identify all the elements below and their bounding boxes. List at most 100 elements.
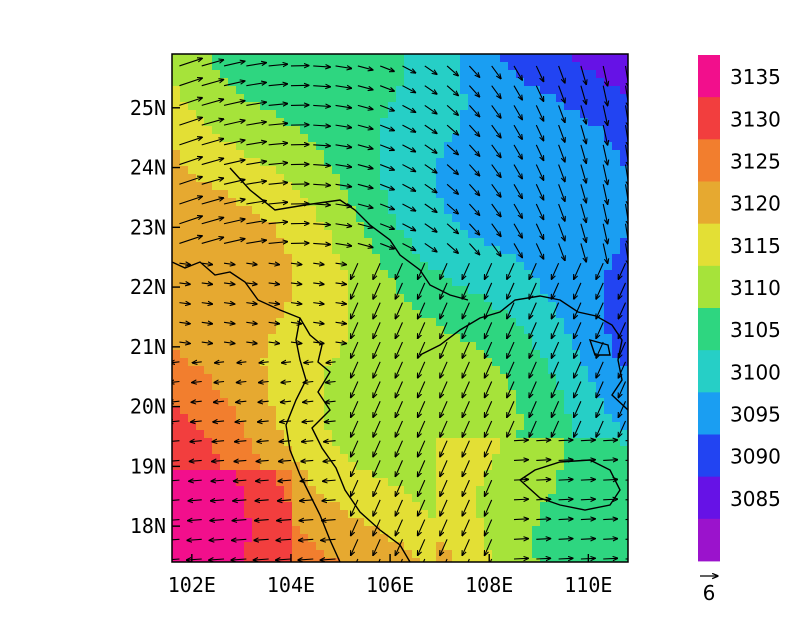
wind-vector bbox=[172, 441, 180, 442]
field-cell bbox=[460, 326, 469, 335]
field-cell bbox=[348, 462, 357, 471]
wind-vector bbox=[462, 499, 470, 516]
field-cell bbox=[236, 70, 245, 79]
wind-vector bbox=[484, 499, 493, 516]
field-cell bbox=[556, 342, 565, 351]
wind-vector bbox=[558, 460, 573, 461]
wind-vector bbox=[357, 183, 373, 188]
field-cell bbox=[364, 206, 373, 215]
field-cell bbox=[340, 118, 349, 127]
field-cell bbox=[364, 318, 373, 327]
field-cell bbox=[428, 78, 437, 87]
wind-vector bbox=[536, 558, 550, 559]
field-cell bbox=[244, 134, 253, 143]
field-cell bbox=[412, 430, 421, 439]
field-cell bbox=[316, 462, 325, 471]
wind-vector bbox=[254, 520, 269, 521]
field-cell bbox=[404, 262, 413, 271]
wind-vector bbox=[468, 183, 479, 195]
wind-vector bbox=[351, 479, 359, 496]
field-cell bbox=[236, 438, 245, 447]
field-cell bbox=[292, 270, 301, 279]
field-cell bbox=[340, 54, 349, 63]
field-cell bbox=[468, 478, 477, 487]
field-cell bbox=[548, 390, 557, 399]
field-cell bbox=[540, 110, 549, 119]
field-cell bbox=[548, 190, 557, 199]
field-cell bbox=[444, 390, 453, 399]
field-cell bbox=[604, 438, 613, 447]
field-cell bbox=[396, 286, 405, 295]
wind-vector bbox=[402, 124, 415, 132]
field-cell bbox=[228, 326, 237, 335]
field-cell bbox=[572, 462, 581, 471]
field-cell bbox=[260, 150, 269, 159]
wind-vector bbox=[268, 104, 288, 106]
field-cell bbox=[540, 102, 549, 111]
field-cell bbox=[412, 414, 421, 423]
field-cell bbox=[468, 542, 477, 551]
field-cell bbox=[428, 254, 437, 263]
field-cell bbox=[348, 526, 357, 535]
field-cell bbox=[220, 230, 229, 239]
field-cell bbox=[500, 150, 509, 159]
field-cell bbox=[356, 126, 365, 135]
field-cell bbox=[508, 318, 517, 327]
field-cell bbox=[284, 94, 293, 103]
field-cell bbox=[476, 534, 485, 543]
field-cell bbox=[564, 110, 573, 119]
wind-vector bbox=[529, 302, 537, 319]
field-cell bbox=[476, 462, 485, 471]
field-cell bbox=[556, 542, 565, 551]
field-cell bbox=[532, 558, 541, 562]
field-cell bbox=[516, 454, 525, 463]
field-cell bbox=[604, 262, 613, 271]
field-cell bbox=[492, 238, 501, 247]
field-cell bbox=[196, 534, 205, 543]
field-cell bbox=[492, 518, 501, 527]
field-cell bbox=[468, 494, 477, 503]
field-cell bbox=[556, 558, 565, 562]
field-cell bbox=[308, 286, 317, 295]
field-cell bbox=[260, 262, 269, 271]
field-cell bbox=[180, 446, 189, 455]
field-cell bbox=[244, 438, 253, 447]
field-cell bbox=[284, 470, 293, 479]
field-cell bbox=[452, 198, 461, 207]
field-cell bbox=[548, 398, 557, 407]
field-cell bbox=[428, 134, 437, 143]
field-cell bbox=[396, 102, 405, 111]
field-cell bbox=[572, 302, 581, 311]
field-cell bbox=[268, 286, 277, 295]
field-cell bbox=[532, 430, 541, 439]
field-cell bbox=[332, 518, 341, 527]
field-cell bbox=[596, 526, 605, 535]
wind-vector bbox=[253, 559, 269, 560]
wind-vector bbox=[304, 362, 314, 363]
field-cell bbox=[340, 254, 349, 263]
field-cell bbox=[436, 206, 445, 215]
field-cell bbox=[188, 70, 197, 79]
field-cell bbox=[452, 398, 461, 407]
field-cell bbox=[620, 190, 628, 199]
field-cell bbox=[420, 542, 429, 551]
field-cell bbox=[484, 526, 493, 535]
field-cell bbox=[500, 486, 509, 495]
field-cell bbox=[508, 414, 517, 423]
wind-vector bbox=[424, 65, 437, 74]
field-cell bbox=[196, 374, 205, 383]
wind-vector bbox=[603, 460, 617, 461]
field-cell bbox=[292, 262, 301, 271]
reference-vector-label: 6 bbox=[703, 581, 716, 605]
field-cell bbox=[204, 190, 213, 199]
field-cell bbox=[260, 446, 269, 455]
field-cell bbox=[372, 110, 381, 119]
reference-vector: 6 bbox=[700, 576, 718, 605]
field-cell bbox=[548, 542, 557, 551]
field-cell bbox=[220, 510, 229, 519]
field-cell bbox=[348, 398, 357, 407]
wind-vector bbox=[201, 303, 213, 304]
field-cell bbox=[556, 382, 565, 391]
field-cell bbox=[444, 326, 453, 335]
field-cell bbox=[596, 62, 605, 71]
